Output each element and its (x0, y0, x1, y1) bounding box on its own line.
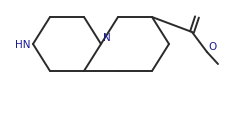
Text: HN: HN (14, 40, 30, 50)
Text: O: O (208, 42, 216, 52)
Text: N: N (103, 33, 111, 43)
